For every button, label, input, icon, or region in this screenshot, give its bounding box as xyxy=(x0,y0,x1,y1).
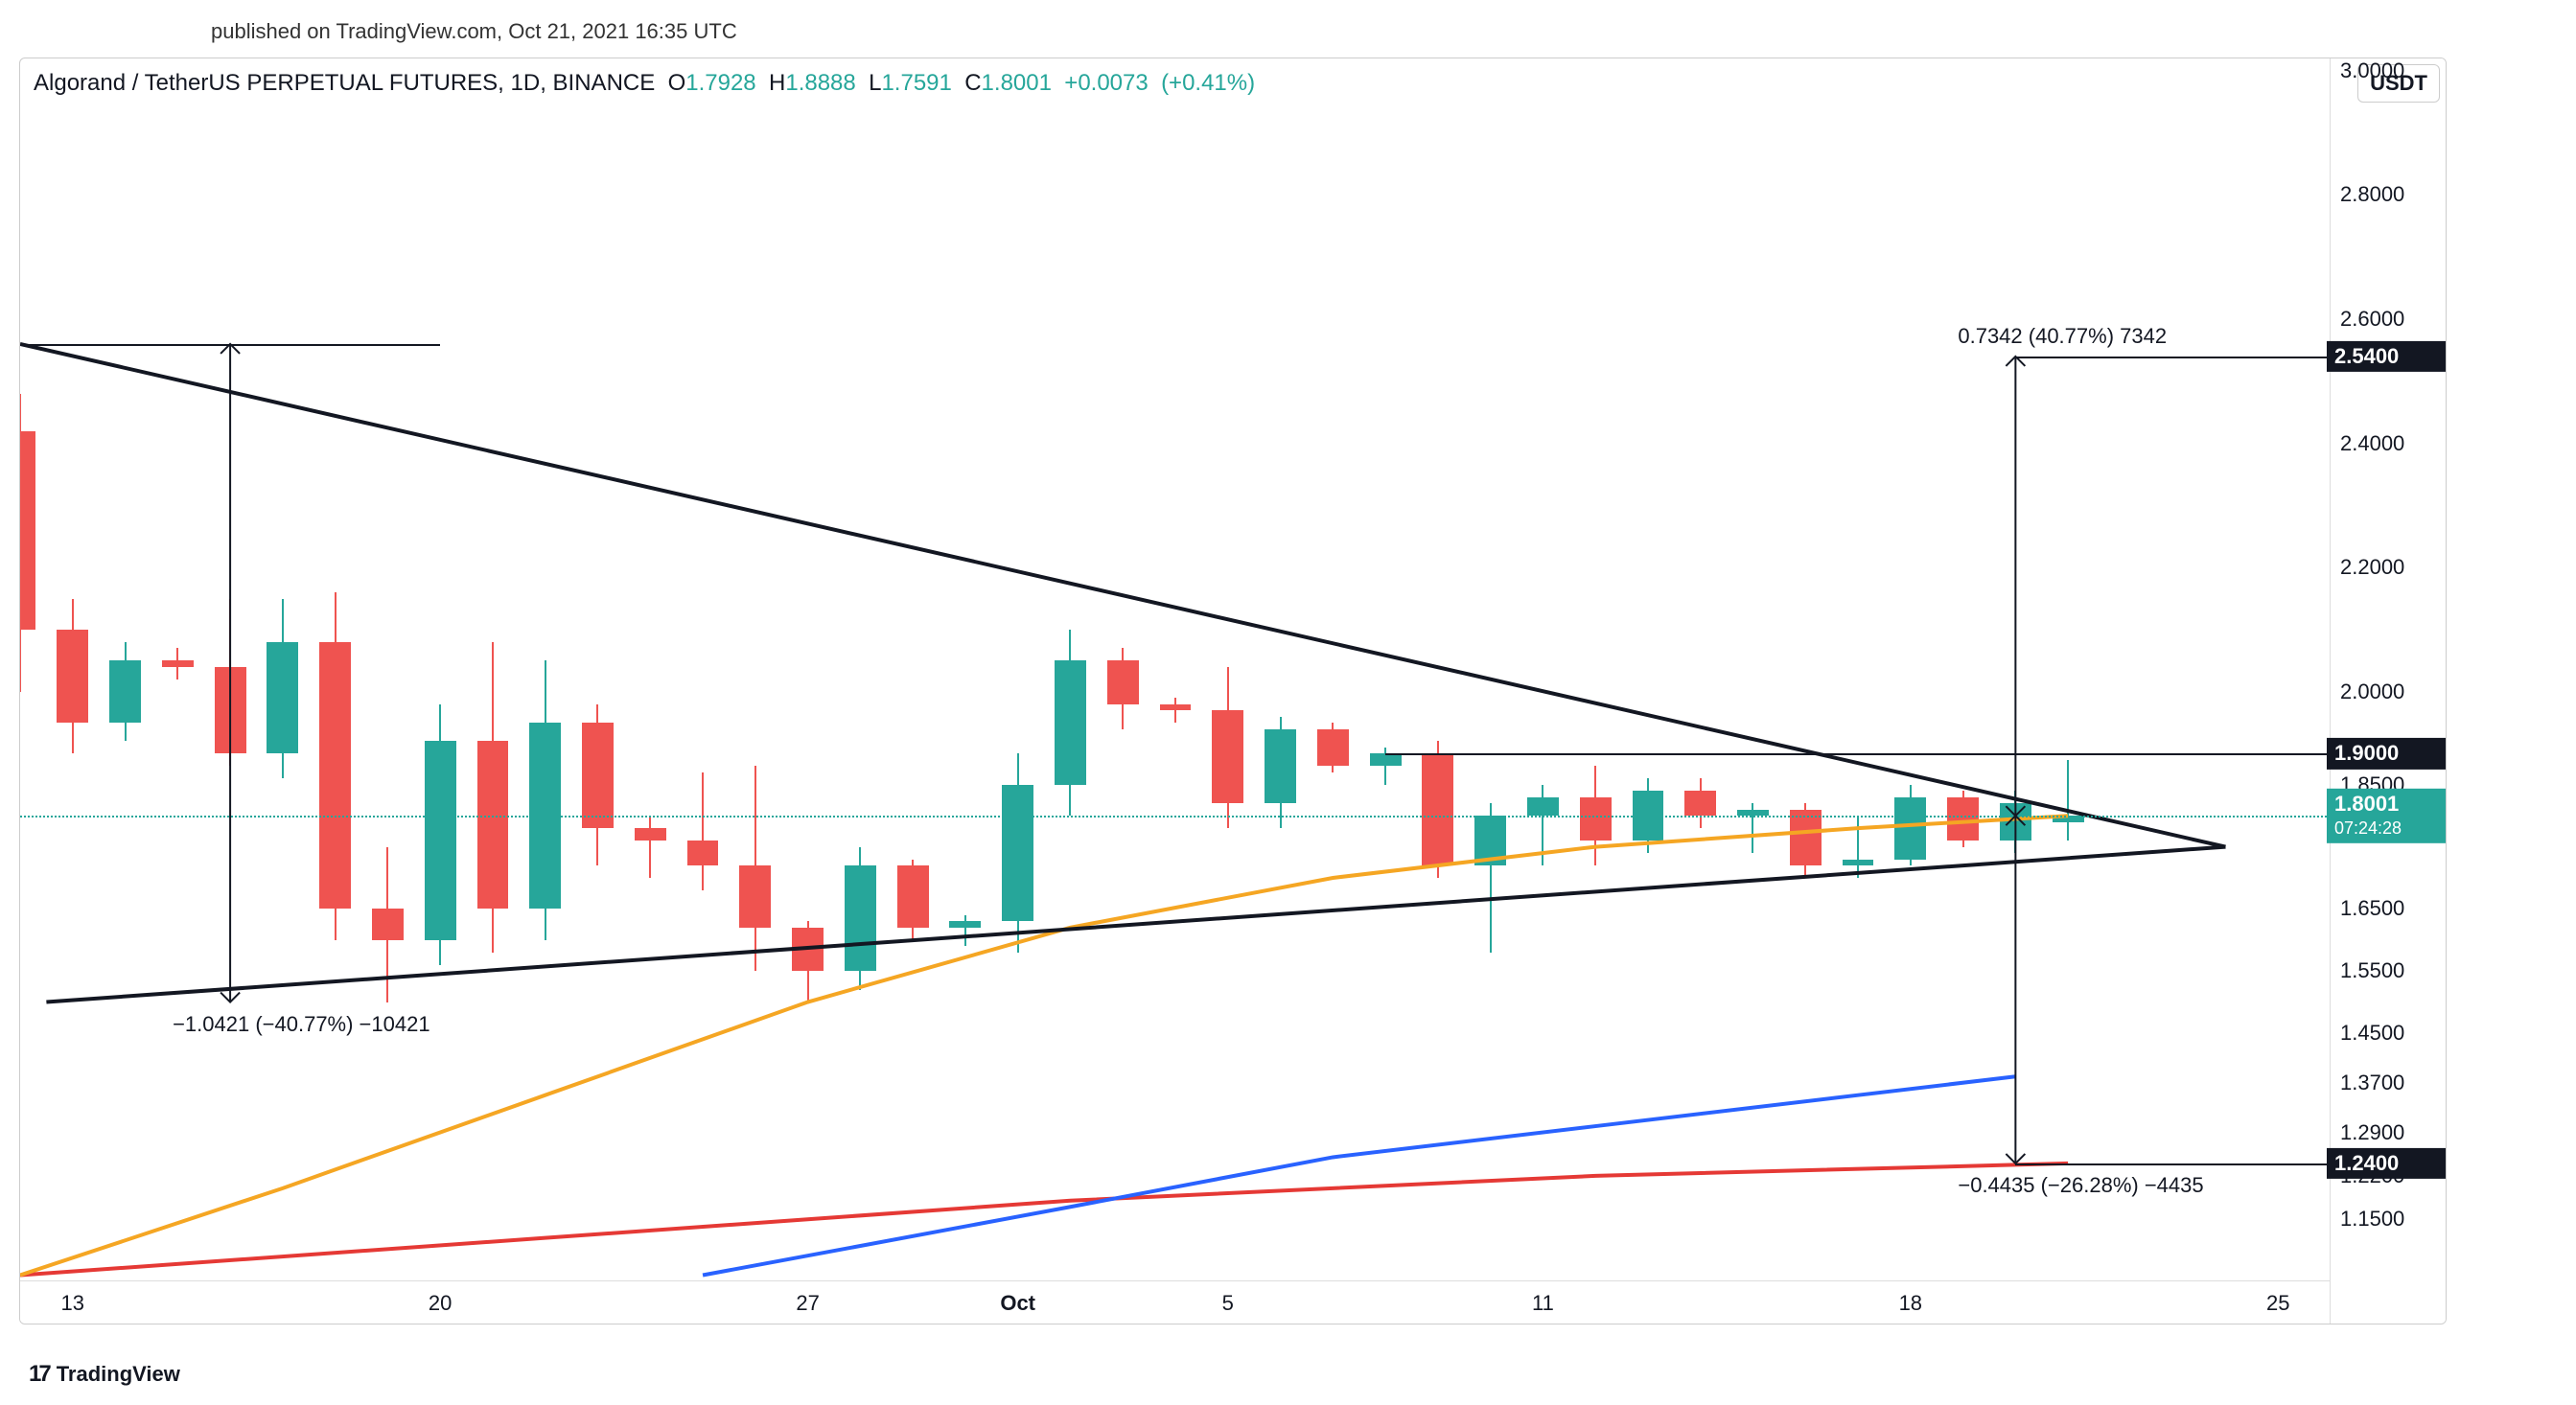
candle xyxy=(57,58,88,1281)
x-tick: 13 xyxy=(61,1291,84,1316)
candle xyxy=(897,58,929,1281)
candle xyxy=(1474,58,1506,1281)
candle xyxy=(109,58,141,1281)
y-tick: 1.2900 xyxy=(2331,1120,2446,1145)
candle xyxy=(1737,58,1769,1281)
x-tick: 11 xyxy=(1532,1291,1554,1316)
tv-glyph-icon: 17 xyxy=(29,1361,49,1388)
price-tag: 1.800107:24:28 xyxy=(2327,789,2446,842)
x-tick: 20 xyxy=(429,1291,452,1316)
candle xyxy=(1843,58,1874,1281)
candle xyxy=(2053,58,2084,1281)
candle xyxy=(1894,58,1926,1281)
y-tick: 1.3700 xyxy=(2331,1071,2446,1095)
candle xyxy=(1055,58,1086,1281)
candle xyxy=(215,58,246,1281)
candle xyxy=(1160,58,1192,1281)
plot-area[interactable]: −1.0421 (−40.77%) −10421 0.7342 (40.77%) … xyxy=(20,58,2331,1281)
tradingview-logo: 17 TradingView xyxy=(29,1361,180,1388)
price-tag: 2.5400 xyxy=(2327,341,2446,372)
candle xyxy=(635,58,666,1281)
candle xyxy=(477,58,509,1281)
candle xyxy=(1947,58,1979,1281)
candle xyxy=(739,58,771,1281)
candle xyxy=(425,58,456,1281)
candle xyxy=(1002,58,1033,1281)
y-tick: 2.4000 xyxy=(2331,431,2446,456)
price-tag: 1.9000 xyxy=(2327,738,2446,769)
candle xyxy=(372,58,404,1281)
horizontal-line xyxy=(1385,753,2331,755)
y-tick: 3.0000 xyxy=(2331,58,2446,83)
candle xyxy=(582,58,614,1281)
y-axis[interactable]: USDT 3.00002.80002.60002.40002.20002.000… xyxy=(2330,58,2446,1324)
y-tick: 2.8000 xyxy=(2331,182,2446,207)
x-tick: 27 xyxy=(796,1291,819,1316)
candle xyxy=(19,58,35,1281)
x-axis[interactable]: 13 20 27 Oct 5 11 18 25 xyxy=(20,1280,2331,1324)
candle xyxy=(1790,58,1822,1281)
candle xyxy=(529,58,561,1281)
tv-name: TradingView xyxy=(57,1362,180,1387)
candle xyxy=(687,58,719,1281)
candle xyxy=(319,58,351,1281)
y-tick: 2.6000 xyxy=(2331,307,2446,332)
measure-arrow-up-label: 0.7342 (40.77%) 7342 xyxy=(1958,324,2167,349)
published-text: published on TradingView.com, Oct 21, 20… xyxy=(211,19,737,44)
candle xyxy=(1212,58,1243,1281)
price-tag: 1.2400 xyxy=(2327,1148,2446,1179)
y-tick: 1.5500 xyxy=(2331,958,2446,983)
candle xyxy=(1317,58,1349,1281)
candle xyxy=(1107,58,1139,1281)
candle xyxy=(1422,58,1453,1281)
candle xyxy=(1633,58,1664,1281)
triangle-height-top-marker xyxy=(20,344,440,346)
candle xyxy=(949,58,981,1281)
x-tick: Oct xyxy=(1000,1291,1035,1316)
candle xyxy=(162,58,194,1281)
candle xyxy=(1265,58,1296,1281)
candle xyxy=(1580,58,1612,1281)
y-tick: 1.4500 xyxy=(2331,1021,2446,1046)
chart-container: Algorand / TetherUS PERPETUAL FUTURES, 1… xyxy=(19,58,2447,1324)
x-tick: 5 xyxy=(1222,1291,1234,1316)
y-tick: 2.2000 xyxy=(2331,555,2446,580)
candle xyxy=(845,58,876,1281)
x-tick: 18 xyxy=(1899,1291,1922,1316)
horizontal-line xyxy=(2015,357,2331,358)
y-tick: 1.1500 xyxy=(2331,1207,2446,1232)
measure-arrow-left-label: −1.0421 (−40.77%) −10421 xyxy=(173,1012,430,1037)
candle xyxy=(1370,58,1402,1281)
y-tick: 1.6500 xyxy=(2331,896,2446,921)
y-tick: 2.0000 xyxy=(2331,679,2446,704)
current-price-line xyxy=(20,816,2331,818)
x-tick: 25 xyxy=(2266,1291,2289,1316)
candle xyxy=(792,58,824,1281)
candle xyxy=(267,58,298,1281)
candle xyxy=(2000,58,2031,1281)
candle xyxy=(1684,58,1716,1281)
candle xyxy=(1527,58,1559,1281)
measure-arrow-down-label: −0.4435 (−26.28%) −4435 xyxy=(1958,1173,2203,1198)
horizontal-line xyxy=(2015,1163,2331,1165)
